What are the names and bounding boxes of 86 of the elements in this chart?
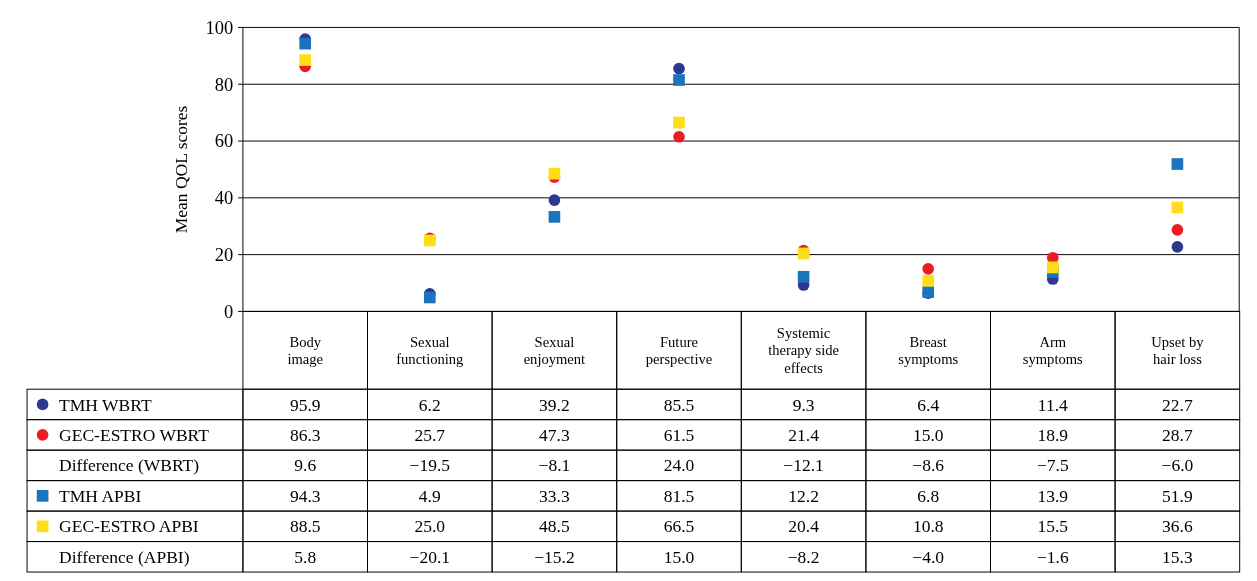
data-label: 66.5 [663,516,695,537]
x-tick-label: Upset by hair loss [1151,333,1205,368]
x-tick-label: Arm symptoms [1022,333,1084,368]
point [299,37,312,50]
x-tick-label: Sexual enjoyment [523,333,586,368]
data-label: 81.5 [663,485,695,506]
x-tick-label: Sexual functioning [396,333,465,368]
data-label: 15.0 [912,425,944,446]
point [1171,241,1184,253]
point [548,194,561,206]
y-tick-label: 0 [223,301,234,322]
y-tick-label: 80 [214,74,234,95]
data-label: 94.3 [289,485,321,506]
data-label: 9.3 [792,394,815,415]
text: −8.6 [912,455,945,476]
y-tick-label: 20 [214,245,234,266]
text: Difference (APBI) [59,546,190,567]
x-tick-label: Breast symptoms [898,333,959,368]
data-label: 85.5 [663,394,695,415]
data-label: 36.6 [1162,516,1193,537]
y-axis-title: Mean QOL scores [170,105,191,234]
y-tick-label: 60 [214,131,234,152]
point [673,62,685,75]
legend-label: GEC-ESTRO WBRT [59,425,210,446]
data-label: 6.2 [418,394,441,415]
text: −1.6 [1036,546,1069,567]
data-label: 21.4 [788,425,820,446]
data-label: 95.9 [289,394,321,415]
data-label: 86.3 [289,425,321,446]
text: −20.1 [409,546,451,567]
point [423,291,436,304]
point [673,116,685,129]
text: −4.0 [912,546,945,567]
data-label: 6.4 [917,394,940,415]
data-label: 18.9 [1037,425,1069,446]
data-label: 47.3 [539,425,570,446]
data-label: 20.4 [788,516,820,537]
data-label: 61.5 [663,425,695,446]
data-label: 22.7 [1162,394,1193,415]
legend-label: TMH WBRT [59,394,152,415]
text: −8.1 [538,455,571,476]
text: 15.3 [1162,546,1193,567]
data-label: 13.9 [1037,485,1069,506]
data-label: 33.3 [539,485,570,506]
text: −7.5 [1036,455,1069,476]
x-tick-label: Systemic therapy side effects [768,324,840,376]
data-label: 28.7 [1162,425,1193,446]
x-tick-label: Future perspective [645,333,713,368]
data-label: 51.9 [1162,485,1193,506]
data-label: 11.4 [1037,394,1069,415]
data-label: 88.5 [289,516,321,537]
x-tick-label: Body image [287,333,324,368]
text: 15.0 [663,546,695,567]
data-label: 25.7 [414,425,446,446]
point [673,74,685,86]
y-tick-label: 40 [214,188,234,209]
text: 9.6 [294,455,317,476]
text: −6.0 [1161,455,1194,476]
data-label: 39.2 [539,394,570,415]
text: −8.2 [787,546,820,567]
data-label: 4.9 [418,485,441,506]
text: 5.8 [294,546,317,567]
legend-label: GEC-ESTRO APBI [59,516,199,537]
point [299,54,312,66]
data-label: 48.5 [539,516,570,537]
text: −12.1 [783,455,824,476]
point [922,274,935,287]
point [1046,261,1059,274]
text: Difference (WBRT) [59,455,200,476]
data-label: 15.5 [1037,516,1069,537]
point [922,262,935,275]
data-label: 25.0 [414,516,446,537]
point [1171,158,1184,170]
point [797,270,810,283]
text: −19.5 [409,455,451,476]
data-label: 6.8 [917,485,940,506]
legend-label: TMH APBI [59,485,142,506]
data-label: 12.2 [788,485,819,506]
point [548,211,561,223]
point [548,167,561,180]
point [1171,224,1184,236]
y-tick-label: 100 [205,17,234,38]
point [673,130,685,143]
text: 24.0 [663,455,695,476]
data-label: 10.8 [912,516,944,537]
text: −15.2 [534,546,575,567]
